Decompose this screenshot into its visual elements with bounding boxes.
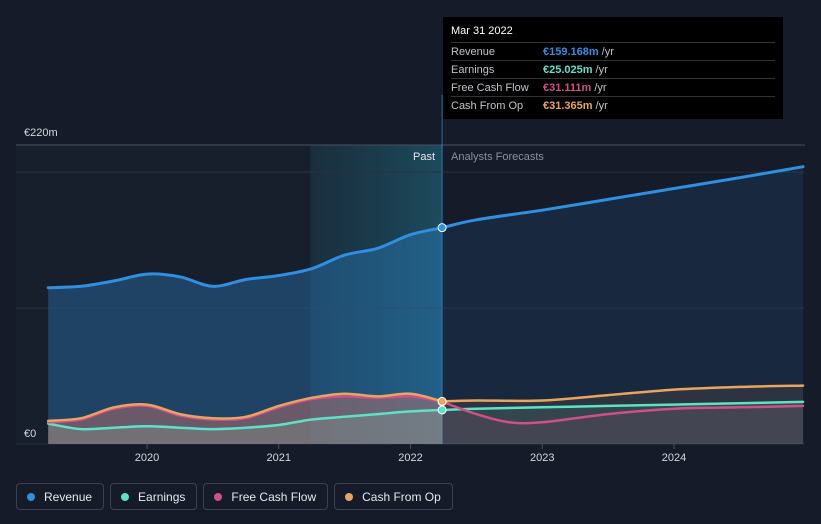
free-cash-flow-past-line [46,395,444,424]
earnings-forecast-area [442,401,804,444]
legend-item-earnings[interactable]: Earnings [110,483,198,510]
chart-legend: Revenue Earnings Free Cash Flow Cash From O… [16,483,453,510]
x-tick-label: 2024 [662,452,686,464]
revenue-forecast-line [440,165,805,230]
tooltip-row-label: Free Cash Flow [451,81,529,94]
x-tick-label: 2022 [398,452,422,464]
tooltip-row-label: Earnings [451,63,495,76]
past-region-label: Past [413,151,435,163]
free-cash-flow-forecast-area [442,401,804,444]
tooltip-row-label: Revenue [451,45,496,58]
tooltip-row-value: €159.168m [543,45,599,58]
cash-from-op-forecast-area [442,385,804,444]
free-cash-flow-past-area [48,396,443,444]
legend-dot-icon [27,492,35,501]
legend-label: Revenue [44,489,93,504]
free-cash-flow-forecast-line [440,400,805,425]
tooltip-row-value: €31.111m [543,81,592,94]
cash-from-op-hover-point[interactable] [437,396,447,406]
x-tick-label: 2021 [267,452,291,464]
tooltip-row: Earnings €25.025m/yr [451,60,775,78]
tooltip-row-unit: /yr [594,81,607,94]
legend-item-cash-from-op[interactable]: Cash From Op [334,483,453,510]
revenue-hover-point[interactable] [437,223,447,233]
legend-dot-icon [345,492,354,501]
tooltip-row-value: €31.365m [543,99,593,112]
legend-dot-icon [214,492,223,501]
revenue-forecast-area [442,166,804,444]
legend-item-revenue[interactable]: Revenue [16,483,105,510]
earnings-past-area [48,410,443,444]
legend-item-free-cash-flow[interactable]: Free Cash Flow [203,483,329,510]
tooltip-row-label: Cash From Op [451,99,524,112]
tooltip-row-unit: /yr [595,99,608,112]
tooltip-row: Free Cash Flow €31.111m/yr [451,78,775,96]
tooltip-row-unit: /yr [601,45,614,58]
x-tick-label: 2023 [530,452,554,464]
forecast-region-label: Analysts Forecasts [451,151,544,163]
tooltip-row: Revenue €159.168m/yr [451,42,775,60]
legend-label: Free Cash Flow [231,489,317,504]
y-axis-bottom-label: €0 [24,428,36,440]
legend-dot-icon [121,492,130,501]
tooltip-row: Cash From Op €31.365m/yr [451,96,775,114]
legend-label: Earnings [138,489,186,504]
x-tick-label: 2020 [135,452,159,464]
tooltip-row-unit: /yr [595,63,608,76]
cash-from-op-forecast-line [440,384,805,403]
cash-from-op-past-line [46,392,444,423]
earnings-forecast-line [440,400,805,412]
y-axis-top-label: €220m [24,127,58,139]
earnings-hover-point[interactable] [437,405,447,415]
legend-label: Cash From Op [362,489,441,504]
revenue-past-area [48,227,443,444]
revenue-past-line [46,226,444,290]
tooltip-date: Mar 31 2022 [451,25,513,37]
tooltip-row-value: €25.025m [543,63,593,76]
earnings-past-line [46,408,444,431]
data-tooltip: Mar 31 2022 Revenue €159.168m/yr Earnings €… [443,17,783,119]
